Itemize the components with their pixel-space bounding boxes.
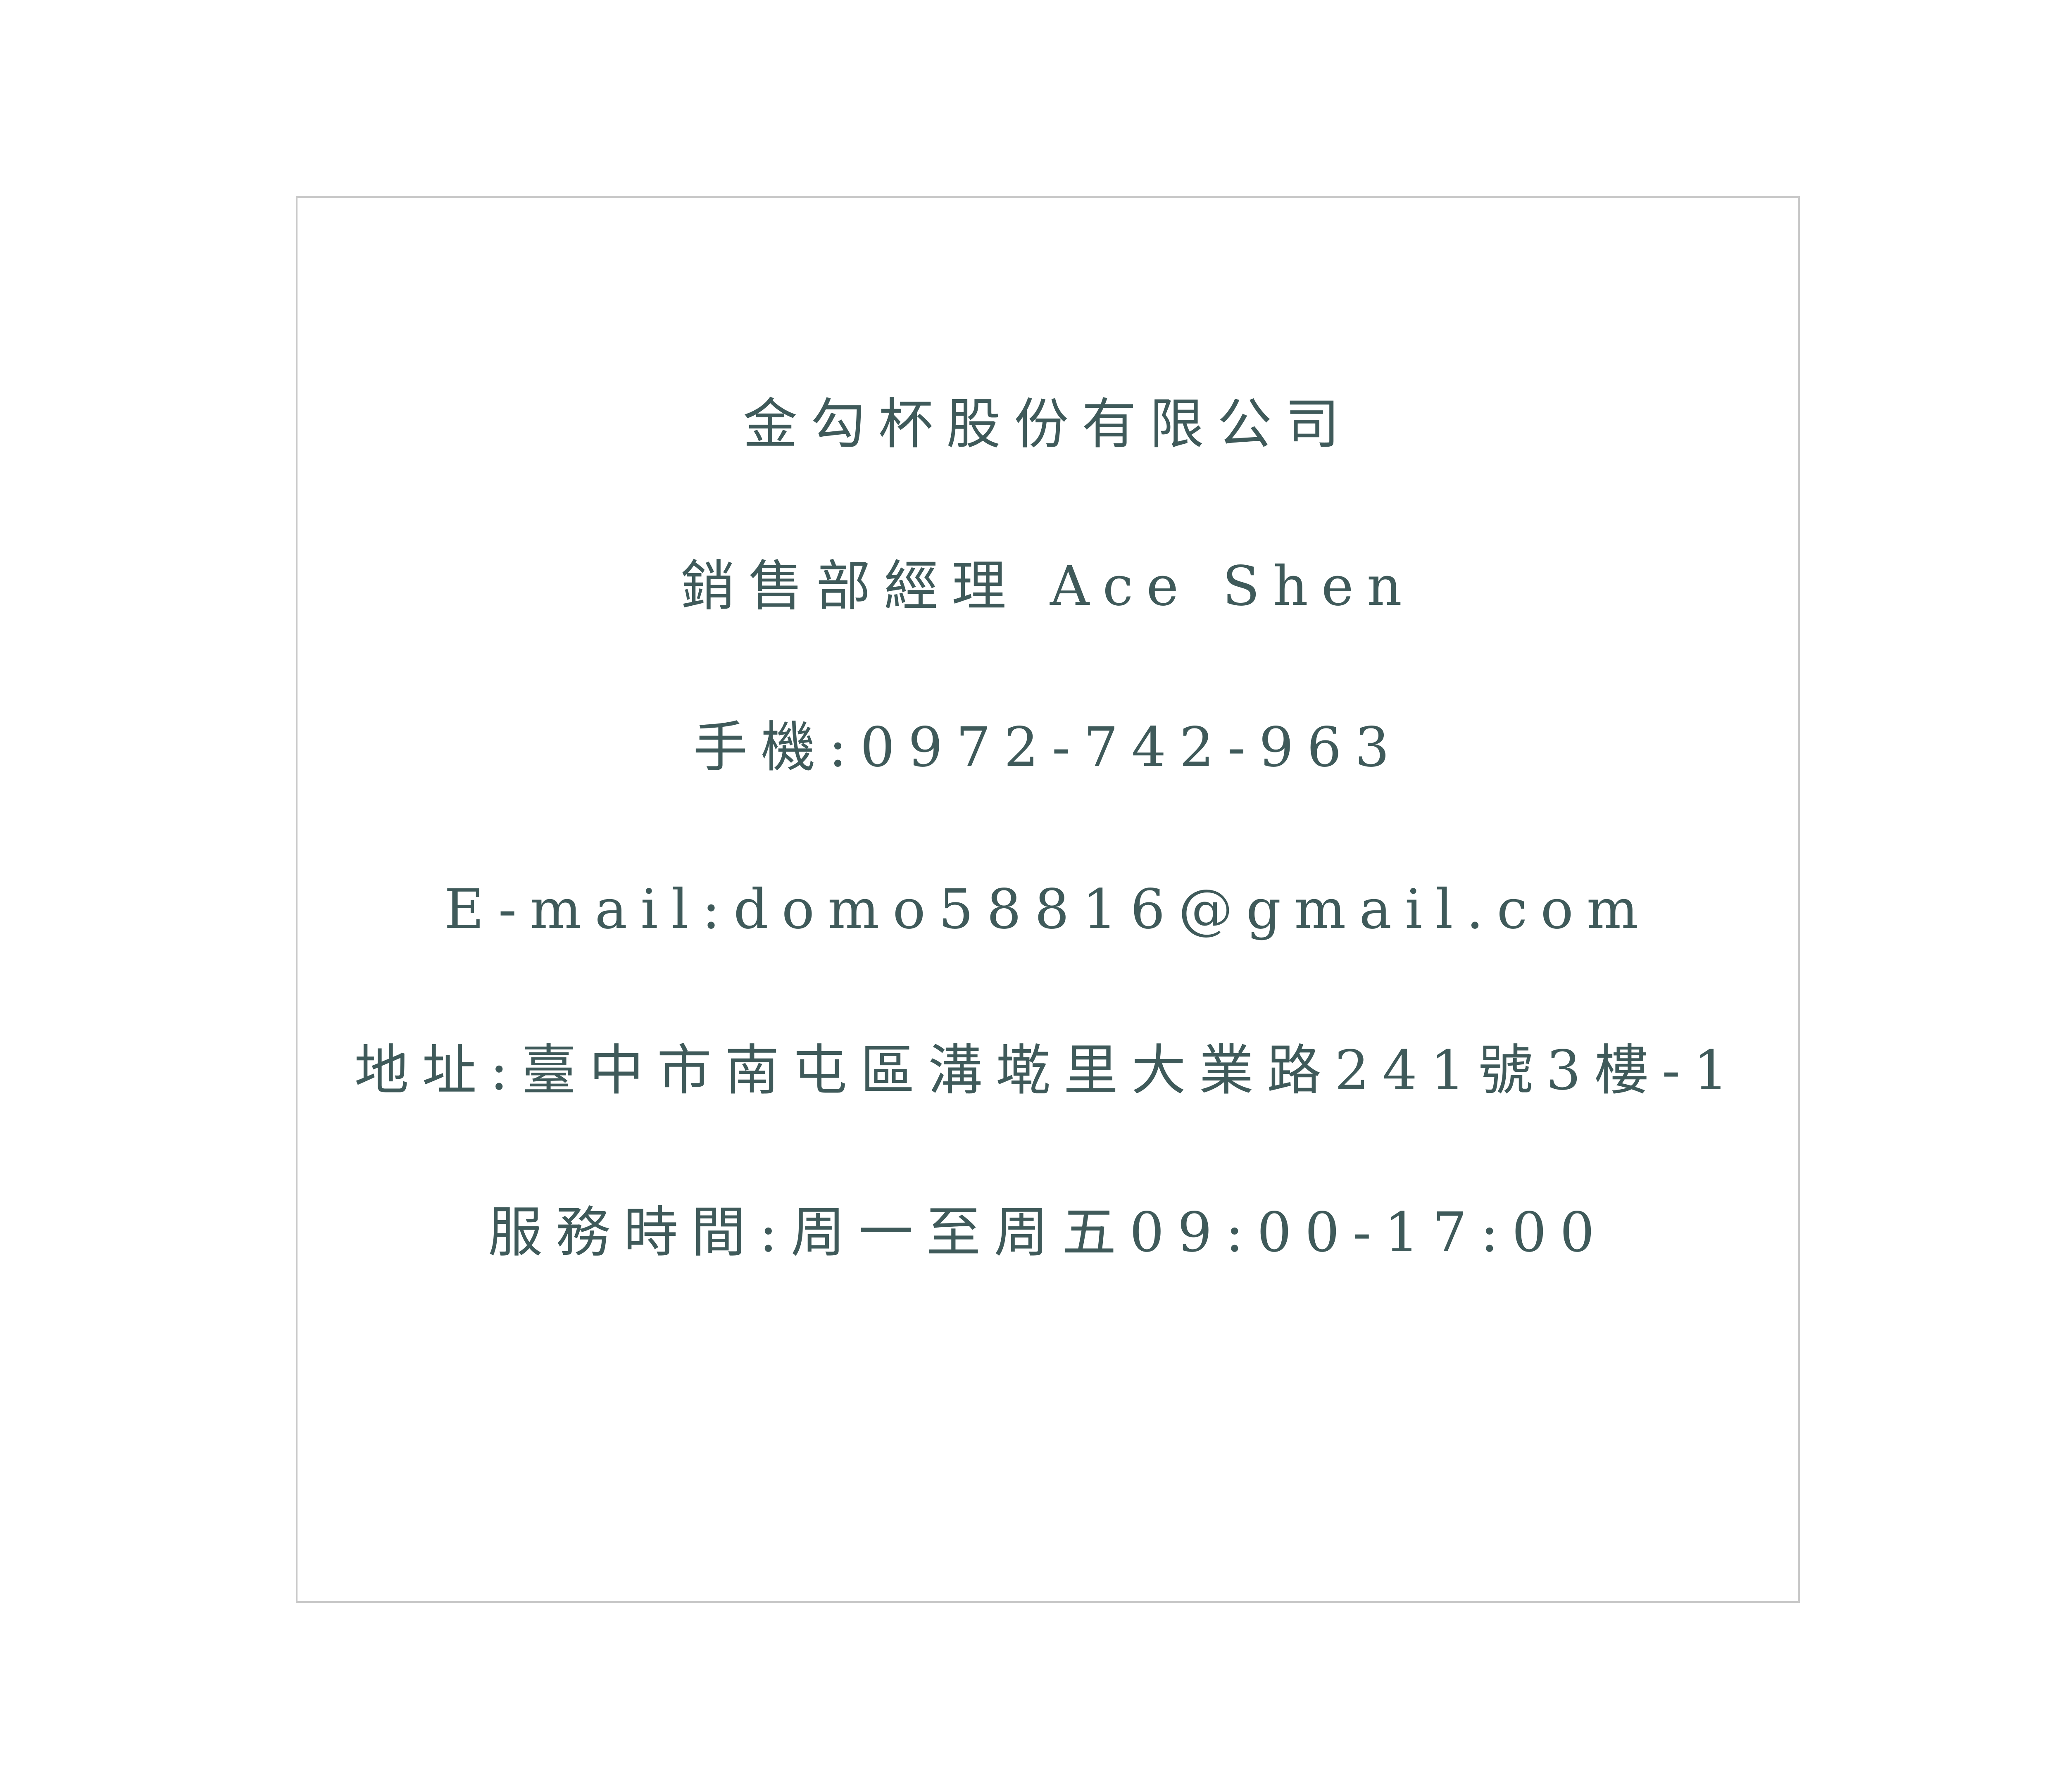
phone-number: 手機:0972-742-963 [693, 716, 1403, 779]
email-address: E-mail:domo58816@gmail.com [444, 878, 1652, 941]
job-title-name: 銷售部經理 Ace Shen [681, 554, 1415, 618]
company-name: 金勾杯股份有限公司 [743, 393, 1353, 456]
service-hours: 服務時間:周一至周五09:00-17:00 [488, 1201, 1608, 1264]
business-card: 金勾杯股份有限公司 銷售部經理 Ace Shen 手機:0972-742-963… [296, 196, 1800, 1603]
street-address: 地址:臺中市南屯區溝墘里大業路241號3樓-1 [354, 1039, 1742, 1102]
